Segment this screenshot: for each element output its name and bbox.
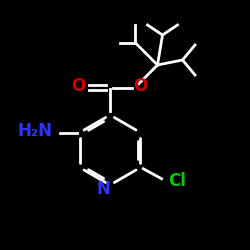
Text: O: O [72,77,86,95]
Text: O: O [133,77,147,95]
Text: Cl: Cl [168,172,186,190]
Text: N: N [97,180,111,198]
Text: H₂N: H₂N [17,122,52,140]
